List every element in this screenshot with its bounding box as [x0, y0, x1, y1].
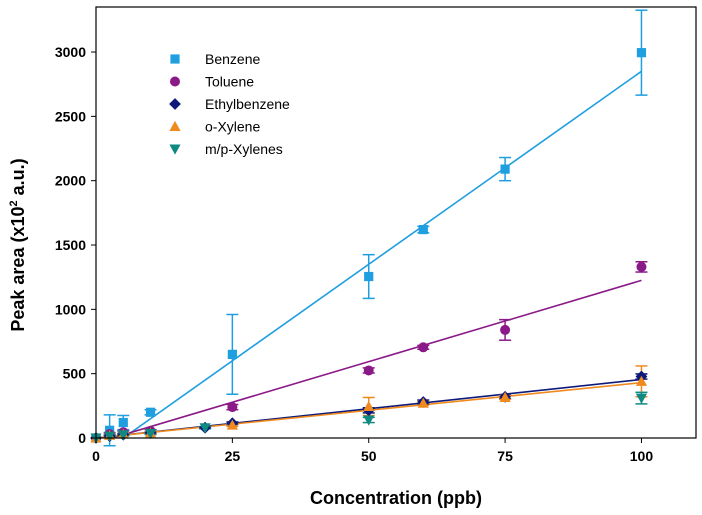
- o-xylene-point: [499, 391, 511, 402]
- x-axis-title: Concentration (ppb): [310, 488, 482, 508]
- x-tick-label: 0: [92, 448, 100, 464]
- legend-marker-toluene: [170, 76, 180, 87]
- m-p-xylenes-point: [144, 429, 157, 440]
- toluene-fit-line: [112, 279, 642, 439]
- o-xylene-point: [363, 400, 375, 411]
- y-axis-title-prefix: Peak area (x10: [8, 207, 28, 332]
- y-tick-label: 1500: [55, 237, 86, 253]
- toluene-point: [418, 342, 429, 353]
- data-markers: [90, 48, 648, 444]
- y-tick-label: 3000: [55, 44, 86, 60]
- benzene-point: [145, 407, 156, 417]
- o-xylene-point: [635, 375, 648, 386]
- y-axis-title-suffix: a.u.): [8, 158, 28, 200]
- legend-marker-ethylbenzene: [169, 98, 181, 110]
- x-tick-label: 25: [225, 448, 241, 464]
- benzene-point: [227, 349, 237, 359]
- legend-marker-m-p-xylenes: [169, 144, 181, 155]
- legend-marker-o-xylene: [169, 120, 181, 131]
- y-tick-label: 0: [78, 430, 86, 446]
- legend-label-benzene: Benzene: [205, 51, 260, 67]
- y-tick-label: 500: [63, 366, 87, 382]
- plot-frame: [95, 6, 697, 439]
- m-p-xylenes-point: [199, 423, 211, 434]
- y-tick-label: 2000: [55, 173, 86, 189]
- toluene-point: [500, 324, 511, 335]
- m-p-xylenes-point: [363, 415, 375, 426]
- benzene-point: [418, 224, 428, 235]
- y-axis-title: Peak area (x102 a.u.): [8, 158, 28, 331]
- y-tick-label: 2500: [55, 108, 86, 124]
- toluene-point: [636, 261, 647, 272]
- y-axis-title-exponent: 2: [8, 200, 20, 206]
- x-tick-label: 50: [361, 448, 377, 464]
- benzene-point: [118, 417, 128, 428]
- toluene-point: [227, 402, 238, 413]
- m-p-xylenes-point: [117, 430, 129, 441]
- x-tick-label: 75: [497, 448, 513, 464]
- legend-marker-benzene: [170, 54, 180, 64]
- legend-label-o-xylene: o-Xylene: [205, 119, 260, 135]
- legend-label-ethylbenzene: Ethylbenzene: [205, 96, 290, 112]
- m-p-xylenes-point: [635, 393, 648, 404]
- toluene-point: [363, 365, 374, 376]
- legend-label-toluene: Toluene: [205, 74, 254, 90]
- o-xylene-point: [417, 397, 429, 408]
- benzene-fit-line: [122, 70, 642, 439]
- y-tick-label: 1000: [55, 301, 86, 317]
- x-axis-ticks: 0 25 50 75 100: [92, 438, 653, 464]
- error-bars: [103, 9, 648, 447]
- legend: Benzene Toluene Ethylbenzene o-Xylene m/p-Xy…: [169, 51, 290, 157]
- m-p-xylenes-point: [104, 431, 116, 442]
- y-axis-ticks: 0 500 1000 1500 2000 2500 3000: [55, 44, 96, 446]
- benzene-point: [364, 271, 374, 282]
- x-tick-label: 100: [630, 448, 654, 464]
- benzene-point: [500, 164, 510, 174]
- benzene-point: [636, 48, 647, 58]
- o-xylene-point: [226, 419, 238, 430]
- legend-label-m-p-xylenes: m/p-Xylenes: [205, 141, 283, 157]
